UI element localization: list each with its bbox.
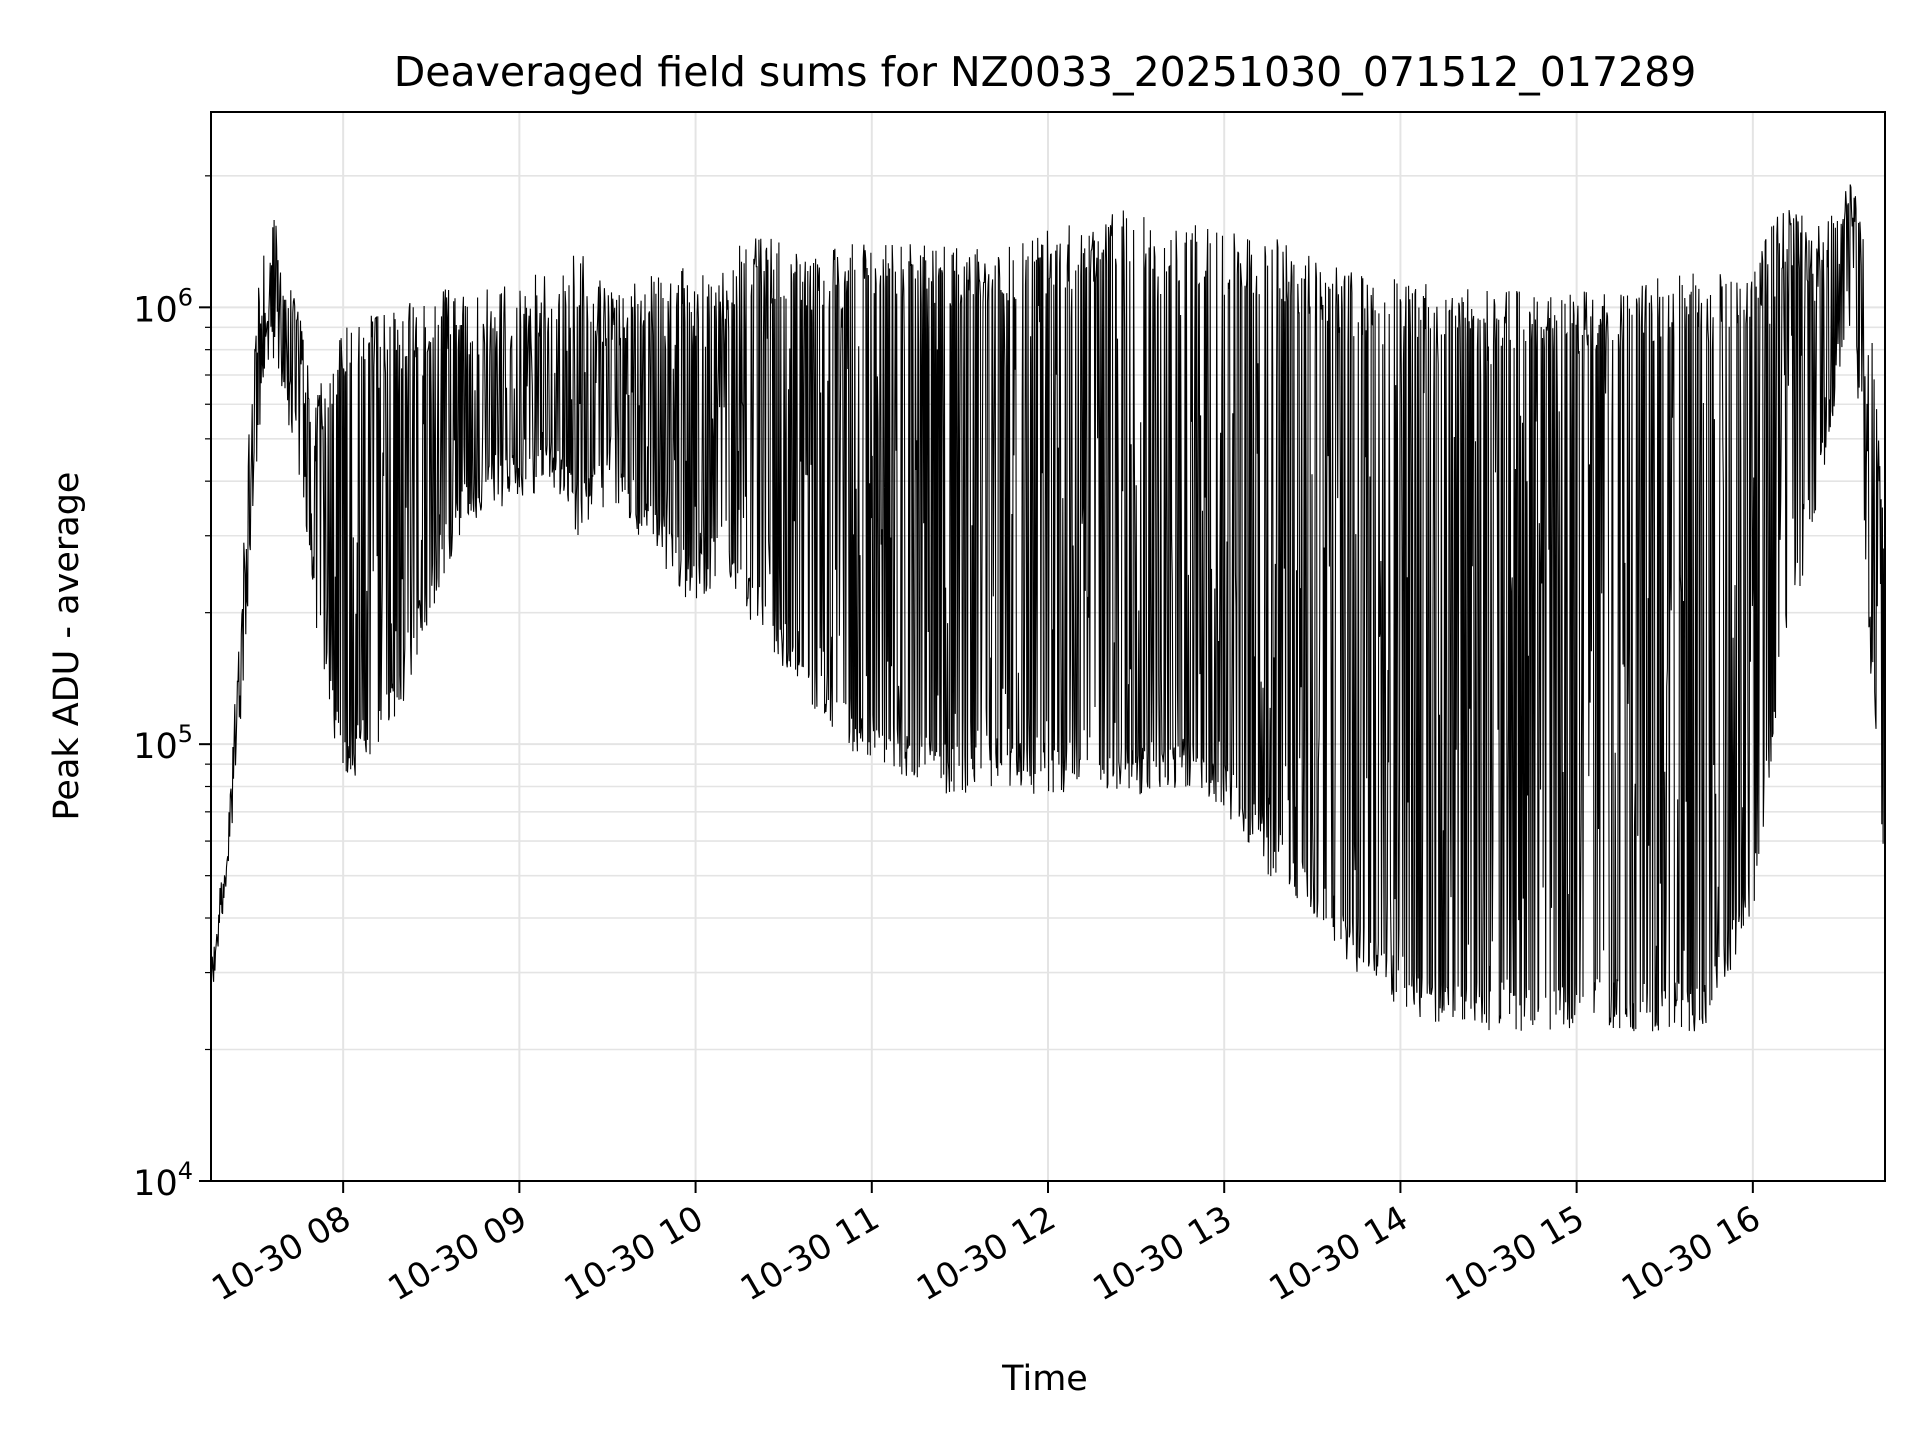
series-line [211,184,1885,1032]
x-axis-label: Time [1001,1359,1088,1399]
chart-title: Deaveraged field sums for NZ0033_2025103… [394,48,1697,96]
y-axis: 104 105 106 [133,175,211,1204]
plot-area [211,184,1885,1032]
y-tick-label: 106 [133,283,193,330]
y-axis-label: Peak ADU - average [47,472,87,821]
y-tick-label: 104 [133,1157,193,1204]
y-tick-label: 105 [133,720,193,767]
